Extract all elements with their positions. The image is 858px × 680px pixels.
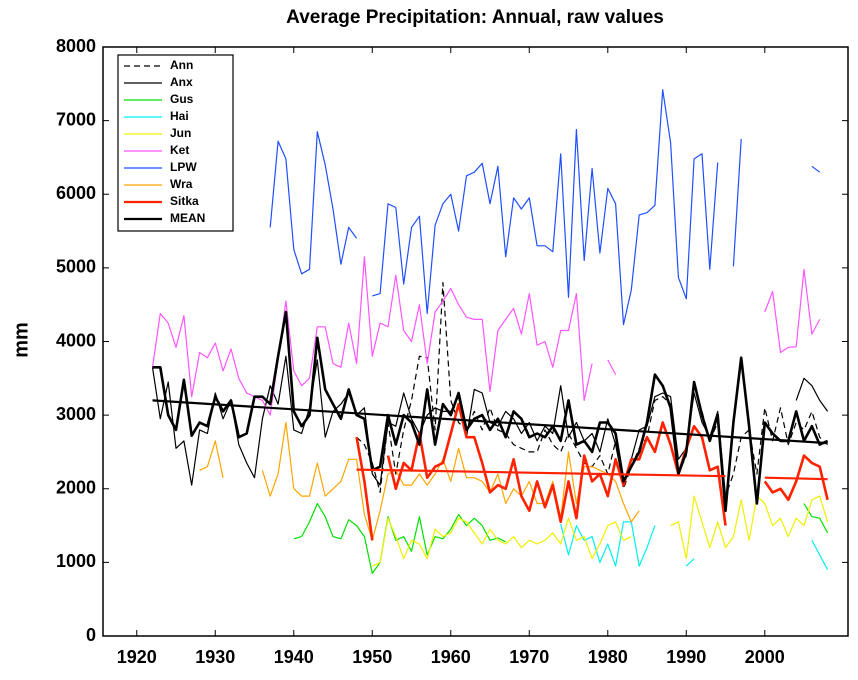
y-tick-label: 3000 <box>56 404 96 424</box>
y-tick-label: 4000 <box>56 330 96 350</box>
trend-line <box>764 476 828 481</box>
chart-title: Average Precipitation: Annual, raw value… <box>286 7 664 28</box>
legend-label: Hai <box>170 109 189 123</box>
y-tick-label: 2000 <box>56 478 96 498</box>
y-axis-label: mm <box>10 322 32 358</box>
trend-line <box>356 468 726 478</box>
legend-label: Sitka <box>170 194 199 208</box>
x-tick-label: 1950 <box>352 647 392 667</box>
legend-label: LPW <box>170 160 197 174</box>
x-tick-label: 1940 <box>274 647 314 667</box>
trend-line <box>152 399 828 445</box>
legend-label: Wra <box>170 177 193 191</box>
x-tick-label: 1920 <box>117 647 157 667</box>
series-line <box>293 502 829 574</box>
legend-label: Ket <box>170 143 189 157</box>
y-tick-label: 5000 <box>56 257 96 277</box>
legend-label: Jun <box>170 126 191 140</box>
series-line <box>372 495 829 567</box>
plot-frame <box>102 46 849 637</box>
series-line <box>152 310 829 513</box>
x-tick-label: 1980 <box>588 647 628 667</box>
series-line <box>269 89 821 326</box>
series-line <box>199 421 640 541</box>
x-tick-label: 1990 <box>666 647 706 667</box>
x-tick-label: 1960 <box>431 647 471 667</box>
series-line <box>355 402 829 541</box>
legend-label: MEAN <box>170 211 205 225</box>
x-tick-label: 1970 <box>509 647 549 667</box>
legend-label: Anx <box>170 75 193 89</box>
y-tick-label: 7000 <box>56 109 96 129</box>
legend-label: Ann <box>170 58 193 72</box>
y-tick-label: 1000 <box>56 551 96 571</box>
x-tick-label: 2000 <box>745 647 785 667</box>
legend-label: Gus <box>170 92 194 106</box>
y-tick-label: 0 <box>86 625 96 645</box>
y-tick-label: 6000 <box>56 183 96 203</box>
series-line <box>151 256 821 416</box>
y-tick-label: 8000 <box>56 36 96 56</box>
x-tick-label: 1930 <box>195 647 235 667</box>
series-line <box>560 521 829 570</box>
